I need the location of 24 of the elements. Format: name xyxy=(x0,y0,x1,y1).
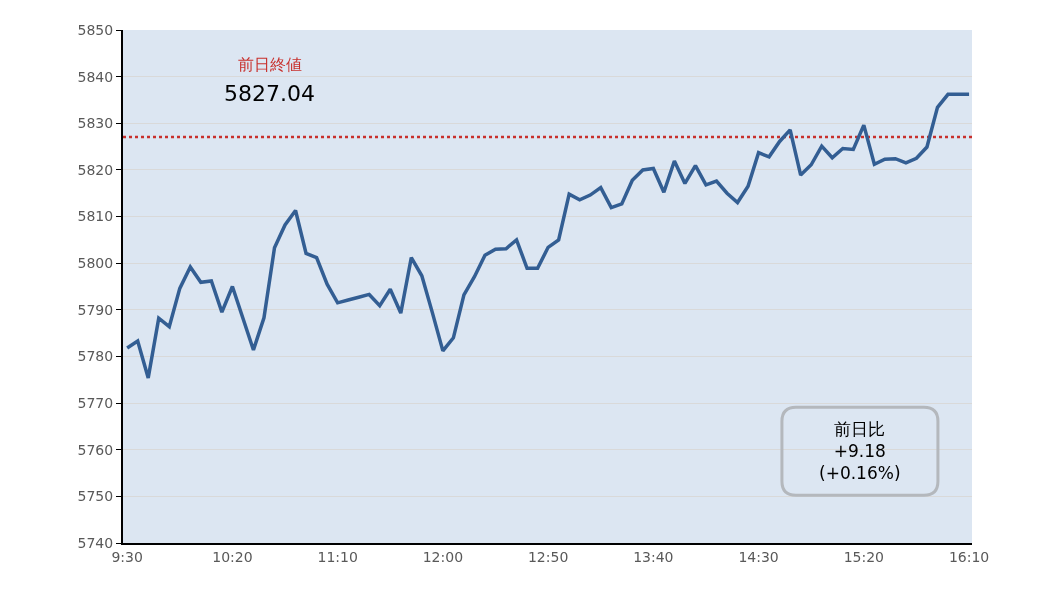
x-tick-label: 16:10 xyxy=(948,548,990,565)
y-tick-label: 5810 xyxy=(77,208,114,225)
y-tick-label: 5790 xyxy=(77,301,114,318)
x-tick-label: 15:20 xyxy=(843,548,884,565)
y-tick-label: 5830 xyxy=(77,115,114,132)
y-tick-label: 5800 xyxy=(77,255,114,272)
y-tick-label: 5750 xyxy=(77,488,114,505)
x-tick-label: 11:10 xyxy=(317,548,358,565)
y-tick-label: 5850 xyxy=(77,21,114,38)
annotation: 5827.04 xyxy=(224,81,315,106)
y-tick-label: 5780 xyxy=(77,348,114,365)
y-tick-label: 5740 xyxy=(77,534,114,551)
x-tick-label: 14:30 xyxy=(738,548,779,565)
x-tick-label: 9:30 xyxy=(111,548,143,565)
x-tick-label: 12:50 xyxy=(527,548,569,565)
y-tick-label: 5770 xyxy=(77,394,114,411)
y-tick-label: 5840 xyxy=(77,68,114,85)
x-tick-label: 12:00 xyxy=(422,548,464,565)
x-tick-label: 10:20 xyxy=(212,548,253,565)
ref-line-label: 前日終値 xyxy=(238,55,302,74)
annotation: 前日比 +9.18 (+0.16%) xyxy=(819,419,901,484)
y-tick-label: 5760 xyxy=(77,441,114,458)
x-tick-label: 13:40 xyxy=(633,548,674,565)
y-tick-label: 5820 xyxy=(77,161,114,178)
